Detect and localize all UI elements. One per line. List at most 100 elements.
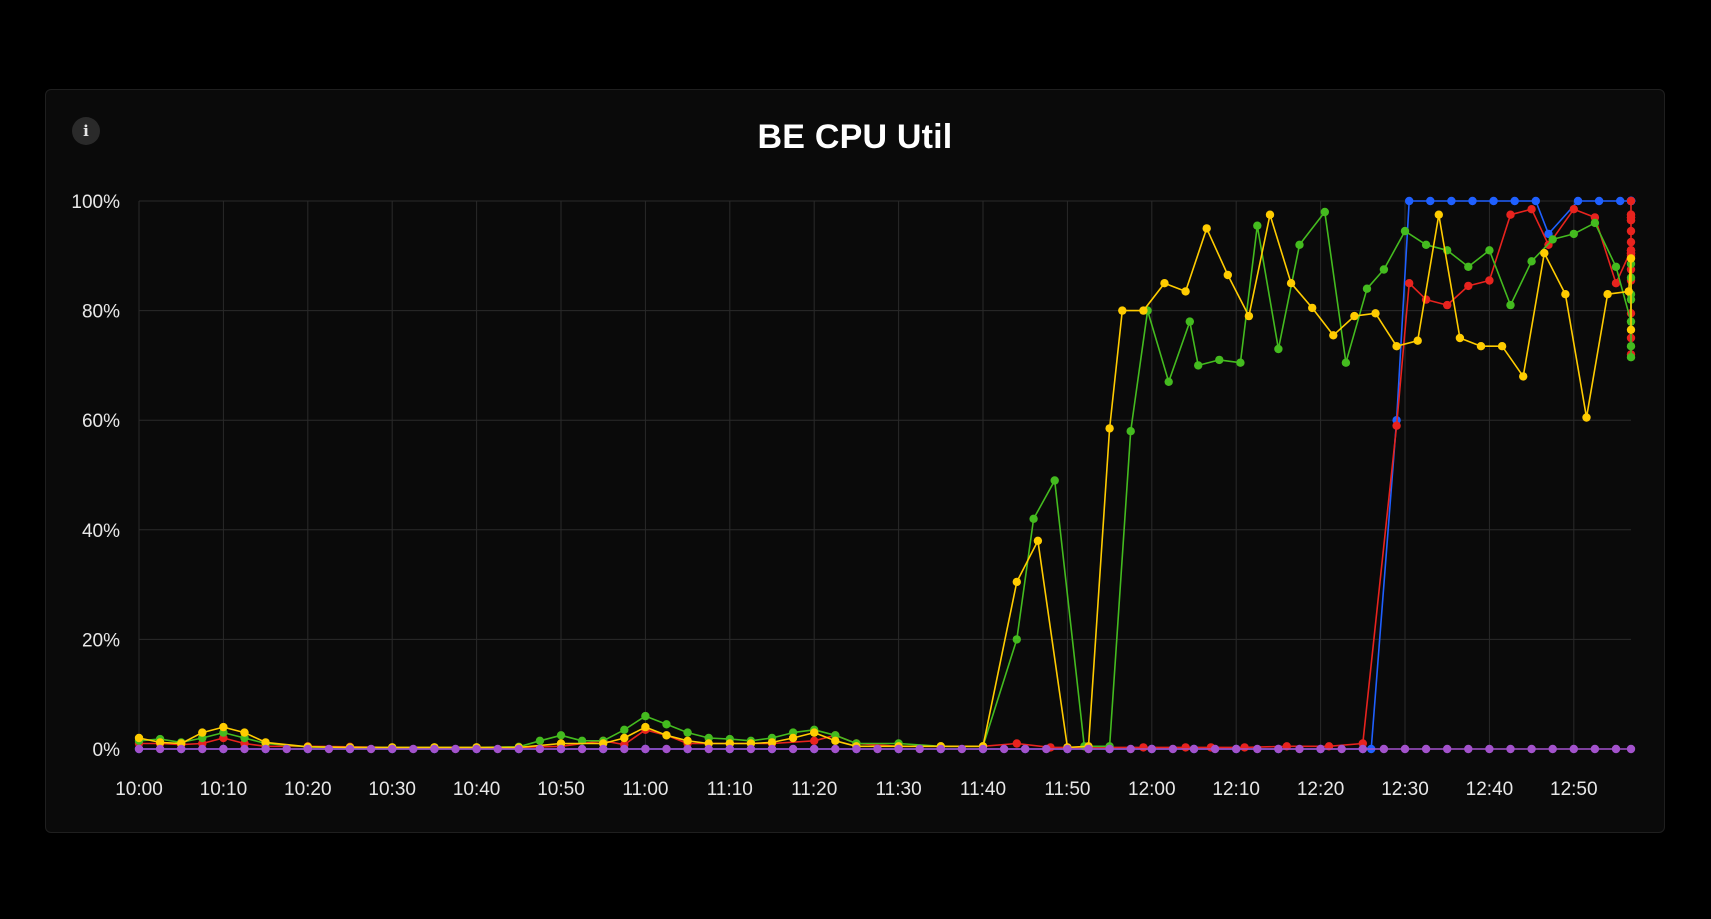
series-point-2 — [1012, 739, 1021, 748]
series-point-4 — [1413, 336, 1422, 345]
series-point-5 — [556, 744, 566, 754]
series-point-2 — [1464, 281, 1473, 291]
series-point-5 — [1210, 744, 1220, 754]
y-tick-label: 40% — [82, 521, 120, 542]
series-point-3 — [1236, 358, 1245, 367]
series-point-4 — [1139, 306, 1148, 315]
series-point-5 — [746, 744, 756, 754]
series-point-1 — [1405, 196, 1414, 206]
x-tick-label: 10:10 — [200, 779, 248, 800]
series-point-4 — [831, 736, 840, 745]
series-point-2 — [1626, 226, 1636, 236]
series-point-3 — [1194, 361, 1203, 370]
info-icon[interactable]: i — [72, 117, 100, 145]
series-point-5 — [430, 744, 439, 754]
series-point-5 — [1527, 744, 1536, 754]
series-point-5 — [177, 744, 186, 754]
series-line-3 — [138, 211, 1632, 749]
series-point-4 — [219, 722, 228, 732]
series-point-5 — [978, 744, 988, 754]
series-point-4 — [1519, 372, 1528, 381]
series-point-5 — [852, 744, 861, 754]
series-point-3 — [1590, 218, 1600, 228]
series-point-3 — [662, 720, 671, 729]
series-point-2 — [1626, 237, 1636, 247]
series-point-2 — [1443, 300, 1452, 310]
series-point-4 — [1603, 290, 1612, 299]
series-point-5 — [1147, 744, 1157, 754]
series-point-3 — [1527, 257, 1536, 266]
series-point-5 — [999, 744, 1009, 754]
x-tick-label: 12:50 — [1550, 779, 1598, 800]
series-point-4 — [1181, 287, 1190, 296]
x-tick-label: 11:00 — [622, 779, 668, 800]
x-tick-label: 11:50 — [1044, 779, 1090, 800]
series-point-5 — [810, 744, 819, 754]
series-point-3 — [1506, 300, 1515, 310]
series-point-3 — [1126, 427, 1135, 436]
x-tick-label: 10:50 — [537, 779, 585, 800]
series-point-3 — [1379, 265, 1389, 274]
series-point-5 — [1232, 744, 1241, 754]
series-point-5 — [1400, 744, 1410, 754]
series-point-4 — [620, 733, 629, 743]
series-point-3 — [641, 711, 650, 721]
series-point-5 — [1295, 744, 1304, 754]
series-point-5 — [599, 744, 608, 754]
series-point-5 — [1274, 744, 1283, 754]
series-point-5 — [388, 744, 397, 754]
series-point-4 — [788, 733, 798, 743]
series-point-5 — [1105, 744, 1114, 754]
series-line-4 — [138, 213, 1632, 749]
series-point-3 — [1274, 344, 1283, 354]
series-point-4 — [1371, 309, 1380, 318]
series-point-4 — [1455, 333, 1465, 343]
x-tick-label: 10:20 — [284, 779, 332, 800]
series-point-5 — [1569, 744, 1579, 754]
series-point-4 — [1392, 342, 1401, 351]
x-tick-label: 12:20 — [1297, 779, 1345, 800]
series-point-5 — [915, 744, 924, 754]
series-point-5 — [1316, 744, 1325, 754]
series-point-5 — [1421, 744, 1431, 754]
series-point-5 — [134, 744, 144, 754]
series-point-4 — [1434, 210, 1444, 219]
x-tick-label: 12:40 — [1466, 779, 1514, 800]
x-tick-label: 11:20 — [791, 779, 837, 800]
series-point-2 — [1626, 210, 1636, 219]
series-point-3 — [1626, 342, 1636, 351]
series-point-5 — [1042, 744, 1051, 754]
series-point-5 — [1443, 744, 1452, 754]
y-tick-label: 60% — [82, 411, 120, 432]
series-point-3 — [1185, 317, 1195, 326]
series-point-1 — [1510, 196, 1519, 206]
series-point-2 — [1405, 279, 1414, 288]
x-tick-label: 10:00 — [115, 779, 163, 800]
x-tick-label: 10:40 — [453, 779, 501, 800]
series-point-5 — [1611, 744, 1621, 754]
series-point-5 — [620, 744, 629, 754]
series-point-2 — [1240, 743, 1249, 752]
series-point-5 — [409, 744, 418, 754]
series-point-3 — [1164, 377, 1173, 386]
x-tick-label: 12:10 — [1212, 779, 1260, 800]
x-tick-label: 10:30 — [368, 779, 416, 800]
series-point-4 — [1105, 424, 1114, 433]
series-point-5 — [324, 744, 334, 754]
series-point-2 — [1421, 295, 1431, 304]
series-point-3 — [1341, 358, 1351, 367]
series-point-2 — [1506, 210, 1515, 219]
series-point-4 — [1012, 577, 1021, 587]
series-point-2 — [1139, 743, 1148, 752]
series-point-3 — [1362, 284, 1372, 293]
x-tick-label: 11:10 — [707, 779, 753, 800]
series-point-4 — [1624, 287, 1633, 296]
series-point-1 — [1468, 196, 1477, 206]
series-point-3 — [1611, 262, 1621, 271]
series-point-5 — [641, 744, 650, 754]
series-point-5 — [472, 744, 481, 754]
series-point-3 — [1320, 207, 1330, 217]
series-point-4 — [1329, 331, 1338, 340]
series-point-4 — [1626, 325, 1636, 334]
